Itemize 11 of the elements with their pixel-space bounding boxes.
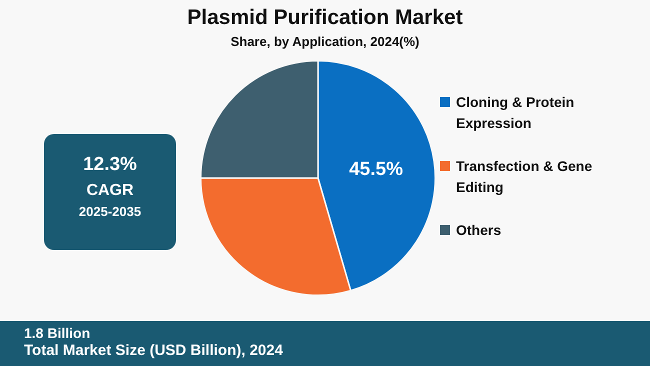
chart-subtitle: Share, by Application, 2024(%) xyxy=(230,34,420,49)
legend-label: Cloning & Protein Expression xyxy=(456,93,576,133)
text: CAGR xyxy=(85,182,135,200)
text: 1.8 Billion xyxy=(24,325,92,341)
text: Total Market Size (USD Billion), 2024 xyxy=(24,342,284,359)
data-label: 45.5% xyxy=(349,158,404,180)
text: 12.3% xyxy=(82,154,138,176)
legend-label: Others xyxy=(456,221,502,240)
chart-title: Plasmid Purification Market xyxy=(186,6,464,30)
text: 2025-2035 xyxy=(78,204,142,219)
legend-label: Transfection & Gene Editing xyxy=(456,157,594,197)
